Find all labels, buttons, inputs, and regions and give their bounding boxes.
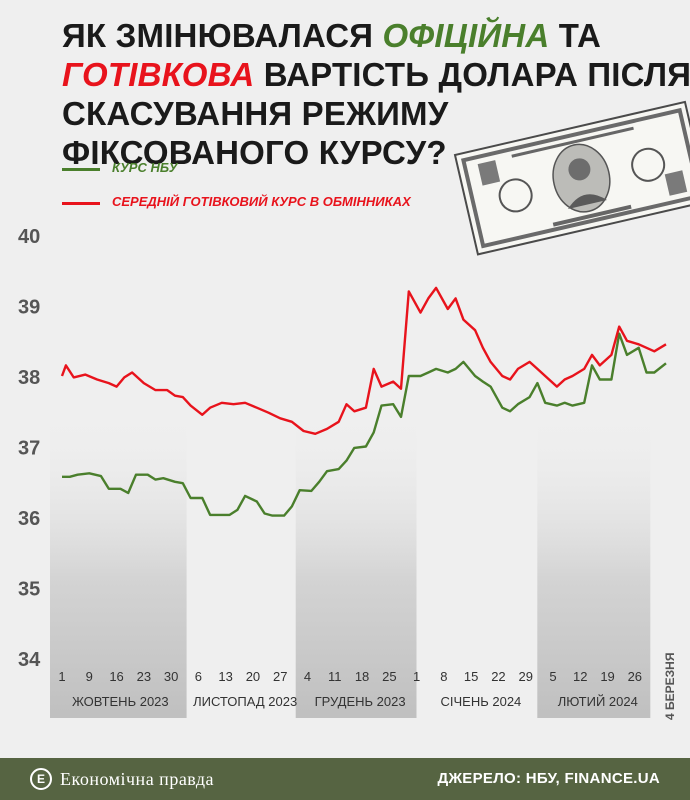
y-tick-label: 39	[18, 297, 40, 319]
month-label: ЛИСТОПАД 2023	[193, 694, 297, 709]
x-tick-label: 18	[355, 669, 369, 684]
series-lines	[60, 286, 667, 517]
x-axis-ticks: 1 9 16 23 30 6 13 20 27 4 11 18 25 1 8 15 22 29 5 12 19 26	[58, 669, 642, 684]
x-tick-label: 1	[58, 669, 65, 684]
x-tick-label: 26	[628, 669, 642, 684]
month-label: ГРУДЕНЬ 2023	[315, 694, 406, 709]
x-tick-label: 23	[137, 669, 151, 684]
end-date-label: 4 БЕРЕЗНЯ	[663, 653, 677, 720]
title-part3: вартість долара після скасування режиму …	[62, 56, 690, 171]
x-tick-label: 20	[246, 669, 260, 684]
x-tick-label: 30	[164, 669, 178, 684]
month-label: СІЧЕНЬ 2024	[441, 694, 522, 709]
chart-title: Як змінювалася офіційна та готівкова вар…	[62, 16, 690, 172]
x-tick-label: 22	[491, 669, 505, 684]
month-band	[295, 410, 417, 718]
x-tick-label: 5	[549, 669, 556, 684]
y-tick-label: 35	[18, 579, 40, 601]
month-labels: ЖОВТЕНЬ 2023 ЛИСТОПАД 2023 ГРУДЕНЬ 2023 СІЧ…	[72, 694, 638, 709]
y-tick-label: 37	[18, 438, 40, 460]
x-tick-label: 4	[304, 669, 311, 684]
y-tick-label: 38	[18, 367, 40, 389]
x-tick-label: 16	[109, 669, 123, 684]
y-tick-label: 40	[18, 226, 40, 248]
title-cash: готівкова	[62, 56, 255, 93]
month-band	[537, 410, 651, 718]
x-tick-label: 1	[413, 669, 420, 684]
legend-label-cash: СЕРЕДНІЙ ГОТІВКОВИЙ КУРС В ОБМІННИКАХ	[112, 194, 411, 209]
month-label: ЖОВТЕНЬ 2023	[72, 694, 169, 709]
footer: Е Економічна правда ДЖЕРЕЛО: НБУ, FINANC…	[0, 758, 690, 800]
title-part1: Як змінювалася	[62, 17, 383, 54]
month-label: ЛЮТИЙ 2024	[558, 694, 638, 709]
title-official: офіційна	[382, 17, 550, 54]
x-tick-label: 9	[86, 669, 93, 684]
x-tick-label: 13	[218, 669, 232, 684]
x-tick-label: 27	[273, 669, 287, 684]
title-part2: та	[549, 17, 602, 54]
x-tick-label: 19	[600, 669, 614, 684]
month-band	[50, 410, 187, 718]
legend-label-nbu: КУРС НБУ	[112, 160, 178, 175]
brand-name: Економічна правда	[60, 769, 215, 789]
y-axis-ticks: 34 35 36 37 38 39 40	[18, 226, 41, 671]
x-tick-label: 15	[464, 669, 478, 684]
series-line-cash	[60, 286, 667, 435]
month-bands	[50, 410, 651, 718]
series-line-nbu	[62, 332, 667, 517]
x-tick-label: 6	[195, 669, 202, 684]
y-tick-label: 36	[18, 508, 40, 530]
legend-swatch-cash	[62, 202, 100, 205]
x-tick-label: 8	[440, 669, 447, 684]
source-note: ДЖЕРЕЛО: НБУ, FINANCE.UA	[437, 770, 660, 787]
x-tick-label: 25	[382, 669, 396, 684]
dollar-bill-illustration	[453, 100, 690, 256]
x-tick-label: 12	[573, 669, 587, 684]
legend-swatch-nbu	[62, 168, 100, 171]
y-tick-label: 34	[18, 649, 41, 671]
x-tick-label: 11	[328, 669, 342, 684]
x-tick-label: 29	[518, 669, 532, 684]
ep-logo-icon: Е	[30, 768, 52, 790]
